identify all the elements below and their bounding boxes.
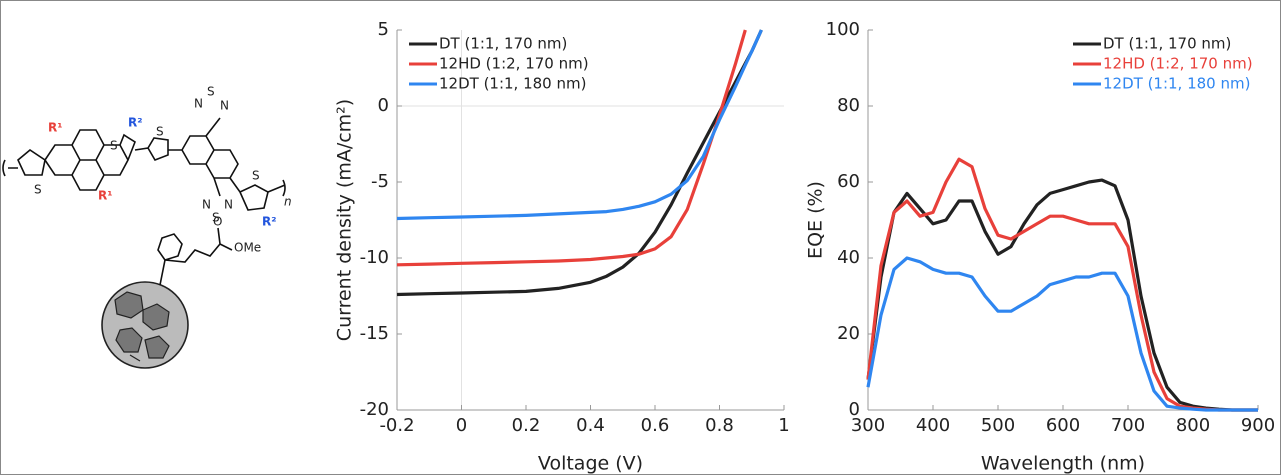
atom-label: S — [212, 211, 220, 225]
x-tick-label: 0.6 — [641, 415, 670, 436]
x-tick-label: 500 — [981, 415, 1015, 436]
x-tick-label: 300 — [851, 415, 885, 436]
substituent-label: R¹ — [48, 121, 63, 135]
x-tick-label: 0 — [456, 415, 467, 436]
legend-label: 12HD (1:2, 170 nm) — [439, 55, 589, 73]
y-tick-label: 0 — [849, 399, 860, 420]
x-tick-label: 700 — [1111, 415, 1145, 436]
y-tick-label: 0 — [378, 95, 389, 116]
series-line — [866, 256, 1258, 412]
x-tick-label: 900 — [1241, 415, 1275, 436]
y-tick-label: -20 — [360, 399, 389, 420]
atom-label: O — [213, 215, 222, 229]
y-tick-label: 80 — [837, 95, 860, 116]
atom-label: N — [194, 97, 203, 111]
series-line — [396, 29, 763, 221]
x-tick-label: 0.8 — [705, 415, 734, 436]
atom-label: OMe — [234, 241, 261, 255]
atom-label: N — [220, 99, 229, 113]
polymer-structure: R¹ R² S S S N S N N S N S R¹ R² n — [2, 85, 292, 229]
y-tick-label: -5 — [371, 171, 389, 192]
repeat-label: n — [284, 195, 292, 209]
atom-label: S — [207, 85, 215, 99]
legend-label: DT (1:1, 170 nm) — [439, 35, 567, 53]
legend-label: DT (1:1, 170 nm) — [1103, 35, 1231, 53]
y-tick-label: -10 — [360, 247, 389, 268]
atom-label: N — [202, 198, 211, 212]
substituent-label: R² — [262, 215, 277, 229]
x-tick-label: 0.2 — [512, 415, 541, 436]
atom-label: S — [34, 183, 42, 197]
x-tick-label: 0.4 — [576, 415, 605, 436]
x-tick-label: 800 — [1176, 415, 1210, 436]
y-tick-label: 40 — [837, 247, 860, 268]
legend-label: 12HD (1:2, 170 nm) — [1103, 55, 1253, 73]
legend-label: 12DT (1:1, 180 nm) — [439, 75, 586, 93]
y-axis-label: Current density (mA/cm²) — [334, 99, 356, 341]
y-tick-label: -15 — [360, 323, 389, 344]
x-axis-label: Voltage (V) — [538, 453, 643, 475]
y-tick-label: 5 — [378, 19, 389, 40]
atom-label: S — [110, 139, 118, 153]
series-line — [866, 178, 1258, 412]
pcbm-structure: O OMe — [101, 215, 261, 369]
substituent-label: R² — [128, 116, 143, 130]
substituent-label: R¹ — [98, 189, 113, 203]
atom-label: N — [224, 198, 233, 212]
x-axis-label: Wavelength (nm) — [981, 453, 1145, 475]
atom-label: S — [156, 125, 164, 139]
y-tick-label: 20 — [837, 323, 860, 344]
y-tick-label: 60 — [837, 171, 860, 192]
atom-label: S — [252, 169, 260, 183]
x-tick-label: 1 — [778, 415, 789, 436]
x-tick-label: 400 — [916, 415, 950, 436]
y-axis-label: EQE (%) — [805, 181, 827, 259]
x-tick-label: -0.2 — [379, 415, 414, 436]
legend-label: 12DT (1:1, 180 nm) — [1103, 75, 1250, 93]
x-tick-label: 600 — [1046, 415, 1080, 436]
y-tick-label: 100 — [826, 19, 860, 40]
